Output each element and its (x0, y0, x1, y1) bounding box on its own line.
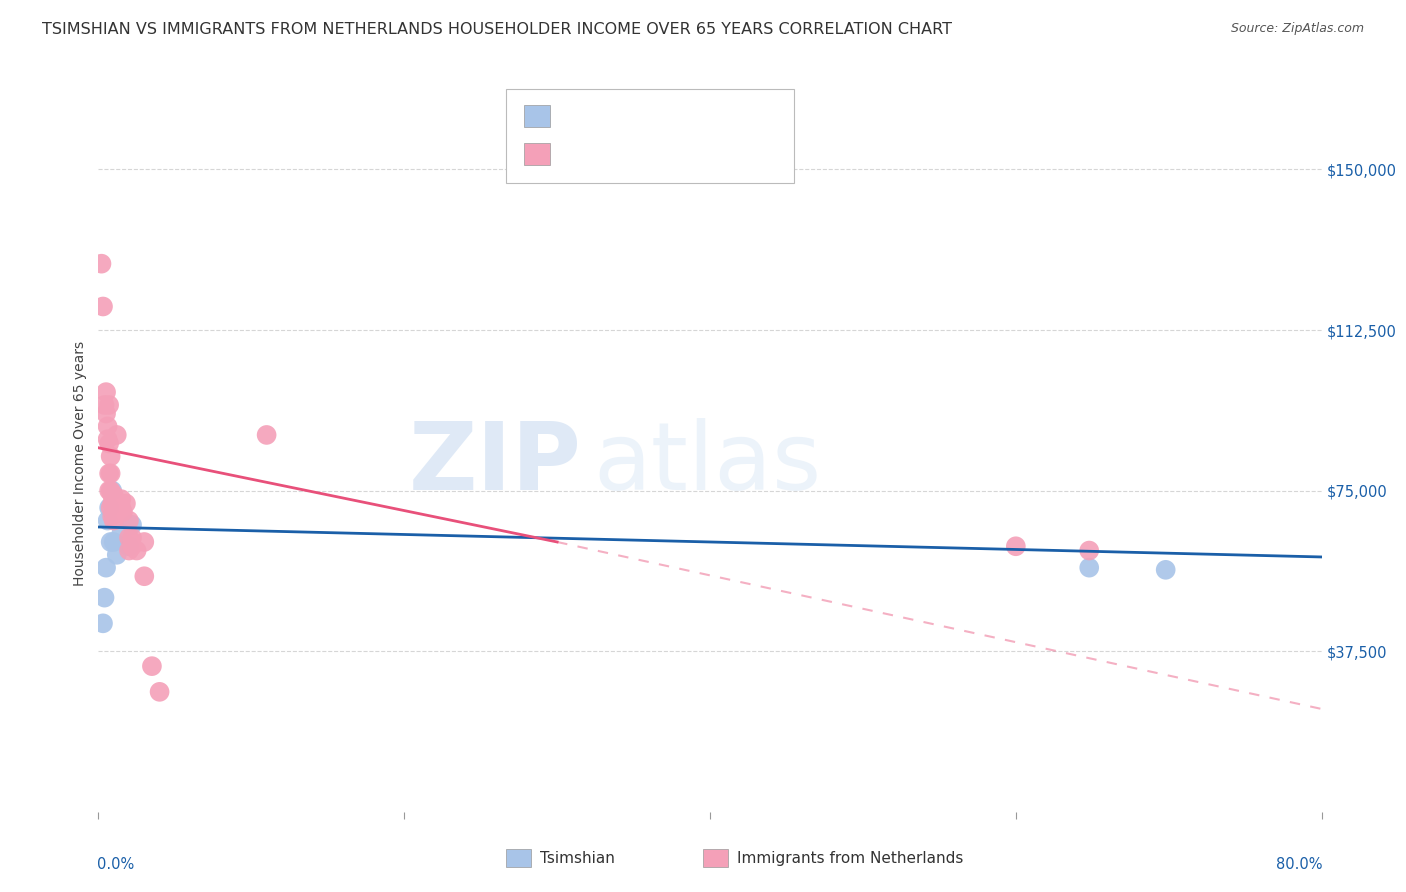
Point (103, 488, 125, 502)
Point (121, 539, 143, 553)
Point (97, 432, 120, 446)
Point (110, 526, 132, 541)
Point (134, 535, 156, 549)
Point (125, 543, 148, 558)
Point (121, 531, 143, 545)
Point (103, 496, 125, 510)
Text: 40: 40 (710, 145, 735, 163)
Point (103, 514, 125, 528)
Text: Source: ZipAtlas.com: Source: ZipAtlas.com (1230, 22, 1364, 36)
Point (149, 685, 172, 699)
Text: Immigrants from Netherlands: Immigrants from Netherlands (737, 851, 963, 865)
Point (98, 500, 121, 515)
Point (110, 500, 132, 515)
Point (111, 505, 134, 519)
Point (100, 483, 122, 498)
Point (94, 385, 117, 400)
Point (118, 543, 141, 558)
Point (1004, 539, 1026, 553)
Point (121, 517, 143, 532)
Point (91, 300, 114, 314)
Text: N =: N = (659, 145, 707, 163)
Point (115, 496, 138, 510)
Text: atlas: atlas (593, 417, 823, 510)
Point (101, 509, 124, 524)
Text: TSIMSHIAN VS IMMIGRANTS FROM NETHERLANDS HOUSEHOLDER INCOME OVER 65 YEARS CORREL: TSIMSHIAN VS IMMIGRANTS FROM NETHERLANDS… (42, 22, 952, 37)
Point (110, 492, 132, 507)
Point (98, 436, 121, 450)
Text: -0.172: -0.172 (600, 107, 665, 125)
Point (90, 257, 112, 271)
Point (101, 483, 124, 498)
Point (97, 419, 120, 434)
Text: Tsimshian: Tsimshian (540, 851, 614, 865)
Text: -0.266: -0.266 (600, 145, 665, 163)
Point (100, 535, 122, 549)
Point (101, 496, 124, 510)
Point (94, 560, 117, 574)
Y-axis label: Householder Income Over 65 years: Householder Income Over 65 years (73, 342, 87, 586)
Point (1078, 543, 1101, 558)
Point (101, 488, 124, 502)
Point (103, 535, 125, 549)
Point (118, 531, 141, 545)
Point (91, 616, 114, 631)
Point (100, 500, 122, 515)
Point (93, 398, 115, 412)
Point (93, 591, 115, 605)
Point (100, 467, 122, 481)
Text: 0.0%: 0.0% (97, 857, 135, 872)
Point (97, 514, 120, 528)
Point (103, 505, 125, 519)
Point (98, 398, 121, 412)
Point (1078, 560, 1101, 574)
Point (118, 514, 141, 528)
Point (118, 539, 141, 553)
Point (134, 569, 156, 583)
Text: 80.0%: 80.0% (1277, 857, 1323, 872)
Point (98, 483, 121, 498)
Point (94, 407, 117, 421)
Text: ZIP: ZIP (409, 417, 582, 510)
Text: R =: R = (558, 145, 595, 163)
Text: N =: N = (659, 107, 707, 125)
Text: 14: 14 (710, 107, 735, 125)
Point (100, 450, 122, 464)
Point (1154, 563, 1177, 577)
Point (256, 428, 278, 442)
Point (105, 548, 128, 562)
Point (98, 467, 121, 481)
Point (141, 659, 163, 673)
Point (105, 428, 128, 442)
Text: R =: R = (558, 107, 595, 125)
